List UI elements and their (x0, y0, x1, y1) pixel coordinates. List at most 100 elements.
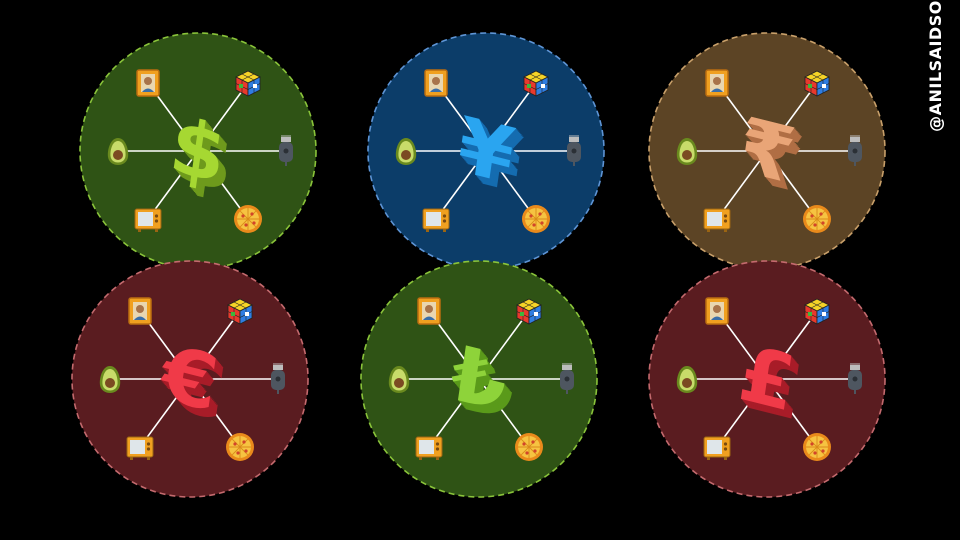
svg-text:₹: ₹ (741, 109, 808, 210)
svg-text:$: $ (170, 107, 237, 208)
svg-text:₺: ₺ (445, 328, 512, 429)
hair-clipper-icon (271, 363, 285, 394)
hair-clipper-icon (560, 363, 574, 394)
svg-text:₺: ₺ (449, 332, 516, 433)
pizza-icon (226, 433, 254, 461)
spoke-line (766, 82, 818, 152)
portrait-icon (705, 69, 729, 97)
currency-hub-lira: ₺₺₺₺₺₺₺₺ (360, 260, 598, 498)
author-handle-text: @ANILSAIDSO (926, 0, 945, 132)
portrait-icon (128, 297, 152, 325)
currency-hub-euro: €€€€€€€€ (71, 260, 309, 498)
svg-text:£: £ (741, 337, 808, 438)
spoke-line (428, 378, 480, 448)
avocado-icon (676, 366, 698, 393)
portrait-icon (136, 69, 160, 97)
svg-text:₺: ₺ (447, 330, 514, 431)
yen-symbol-icon: ¥¥¥¥¥¥¥¥ (452, 100, 526, 210)
spoke-line (197, 82, 249, 152)
svg-text:€: € (161, 336, 230, 438)
hair-clipper-icon (848, 135, 862, 166)
svg-text:¥: ¥ (456, 104, 523, 205)
svg-text:₹: ₹ (740, 108, 807, 209)
svg-text:₺: ₺ (448, 331, 515, 432)
svg-text:$: $ (164, 100, 231, 201)
svg-text:€: € (154, 328, 223, 430)
svg-text:$: $ (166, 102, 233, 203)
svg-text:₹: ₹ (737, 104, 804, 205)
pizza-icon (803, 433, 831, 461)
currency-hub-yen: ¥¥¥¥¥¥¥¥ (367, 32, 605, 270)
rubiks-cube-icon (804, 298, 830, 325)
spoke-line (478, 378, 530, 448)
svg-text:¥: ¥ (455, 103, 522, 204)
spoke-line (478, 310, 530, 380)
svg-text:₺: ₺ (452, 336, 519, 437)
svg-text:€: € (156, 329, 225, 431)
rubiks-cube-icon (804, 70, 830, 97)
svg-text:¥: ¥ (454, 102, 521, 203)
svg-text:₹: ₹ (733, 100, 800, 201)
spoke-line (197, 150, 249, 220)
svg-text:₹: ₹ (739, 107, 806, 208)
euro-symbol-icon: €€€€€€€€ (154, 328, 231, 439)
spoke-line (189, 310, 241, 380)
pound-symbol-icon: ££££££££ (733, 328, 808, 438)
hair-clipper-icon (279, 135, 293, 166)
portrait-icon (417, 297, 441, 325)
svg-text:€: € (162, 337, 231, 439)
svg-text:£: £ (736, 331, 803, 432)
pizza-icon (515, 433, 543, 461)
hair-clipper-icon (567, 135, 581, 166)
rubiks-cube-icon (523, 70, 549, 97)
rupee-symbol-icon: ₹₹₹₹₹₹₹₹ (733, 100, 808, 210)
avocado-icon (676, 138, 698, 165)
spoke-line (139, 378, 191, 448)
television-icon (703, 436, 731, 460)
spoke-line (766, 150, 818, 220)
svg-text:₺: ₺ (453, 337, 520, 438)
pizza-icon (803, 205, 831, 233)
svg-text:$: $ (171, 108, 238, 209)
spoke-line (435, 150, 487, 220)
avocado-icon (99, 366, 121, 393)
pizza-icon (522, 205, 550, 233)
television-icon (134, 208, 162, 232)
lira-symbol-icon: ₺₺₺₺₺₺₺₺ (445, 328, 520, 438)
svg-text:£: £ (740, 336, 807, 437)
svg-text:€: € (157, 331, 226, 433)
television-icon (415, 436, 443, 460)
svg-text:£: £ (739, 335, 806, 436)
currency-hub-dollar: $$$$$$$$ (79, 32, 317, 270)
svg-text:₹: ₹ (736, 103, 803, 204)
hair-clipper-icon (848, 363, 862, 394)
spoke-line (485, 82, 537, 152)
spoke-line (766, 310, 818, 380)
currency-hub-rupee: ₹₹₹₹₹₹₹₹ (648, 32, 886, 270)
portrait-icon (705, 297, 729, 325)
television-icon (126, 436, 154, 460)
svg-text:₹: ₹ (738, 106, 805, 207)
svg-text:$: $ (169, 106, 236, 207)
svg-text:€: € (160, 334, 229, 436)
portrait-icon (424, 69, 448, 97)
svg-text:£: £ (738, 334, 805, 435)
rubiks-cube-icon (227, 298, 253, 325)
dollar-symbol-icon: $$$$$$$$ (164, 100, 239, 210)
avocado-icon (388, 366, 410, 393)
spoke-line (189, 378, 241, 448)
svg-text:€: € (158, 332, 227, 434)
svg-text:$: $ (172, 109, 239, 210)
avocado-icon (107, 138, 129, 165)
currency-hub-pound: ££££££££ (648, 260, 886, 498)
svg-text:₹: ₹ (735, 102, 802, 203)
svg-text:£: £ (733, 328, 800, 429)
spoke-line (716, 378, 768, 448)
television-icon (703, 208, 731, 232)
pizza-icon (234, 205, 262, 233)
svg-text:₺: ₺ (451, 335, 518, 436)
svg-text:¥: ¥ (459, 108, 526, 209)
rubiks-cube-icon (235, 70, 261, 97)
spoke-line (485, 150, 537, 220)
avocado-icon (395, 138, 417, 165)
